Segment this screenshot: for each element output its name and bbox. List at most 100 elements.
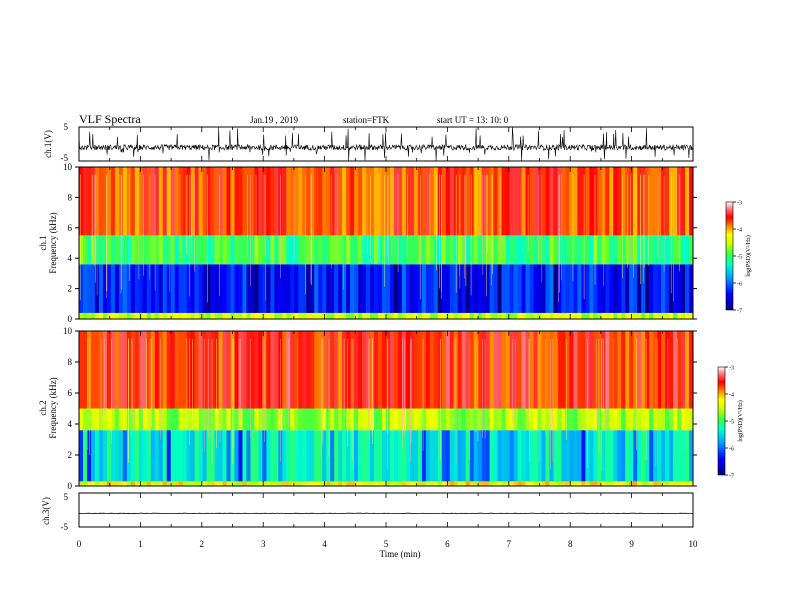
spectrogram-cell: [366, 481, 371, 486]
spectrogram-cell: [79, 235, 84, 265]
spectrogram-cell: [429, 481, 435, 486]
spectrogram-cell: [386, 430, 391, 482]
spectrogram-cell: [501, 331, 506, 409]
spectrogram-cell: [569, 264, 574, 313]
spectrogram-cell: [258, 312, 263, 319]
spectrogram-cell: [441, 331, 447, 409]
spectrogram-cell: [326, 430, 331, 482]
spectrogram-cell: [617, 408, 622, 431]
spectrogram-cell: [497, 430, 502, 482]
spectrogram-cell: [326, 264, 331, 313]
spectrogram-cell: [138, 264, 144, 313]
spectrogram-cell: [350, 264, 355, 313]
spectrogram-cell: [505, 408, 510, 431]
spectrogram-cell: [525, 312, 530, 319]
ch1-ytick-label: 4: [68, 253, 73, 263]
spectrogram-cell: [549, 481, 554, 486]
spectrogram-cell: [613, 235, 618, 265]
spectrogram-cell: [114, 264, 120, 313]
spectrogram-cell: [429, 408, 435, 431]
spectrogram-cell: [621, 167, 626, 236]
spectrogram-cell: [521, 264, 526, 313]
spectrogram-cell: [449, 331, 455, 409]
spectrogram-cell: [521, 312, 526, 319]
spectrogram-cell: [537, 408, 542, 431]
spectrogram-cell: [246, 167, 251, 236]
spectrogram-cell: [661, 430, 666, 482]
spectrogram-cell: [485, 408, 490, 431]
spectrogram-cell: [465, 481, 471, 486]
spectrogram-cell: [445, 264, 451, 313]
spectrogram-cell: [429, 331, 435, 409]
spectrogram-cell: [609, 235, 614, 265]
spectrogram-cell: [417, 235, 423, 265]
spectrogram-cell: [174, 235, 179, 265]
spectrogram-cell: [437, 167, 443, 236]
spectrogram-cell: [242, 264, 247, 313]
spectrogram-cell: [174, 264, 179, 313]
spectrogram-cell: [106, 264, 112, 313]
spectrogram-cell: [437, 312, 443, 319]
spectrogram-cell: [461, 408, 467, 431]
spectrogram-cell: [90, 481, 96, 486]
spectrogram-cell: [290, 331, 295, 409]
spectrogram-cell: [469, 331, 475, 409]
spectrogram-cell: [597, 264, 602, 313]
spectrogram-cell: [110, 430, 116, 482]
spectrogram-cell: [433, 167, 439, 236]
spectrogram-cell: [417, 408, 423, 431]
spectrogram-cell: [589, 167, 594, 236]
x-tick-label: 4: [322, 539, 327, 549]
spectrogram-cell: [314, 312, 319, 319]
spectrogram-cell: [537, 264, 542, 313]
spectrogram-cell: [234, 264, 239, 313]
spectrogram-cell: [629, 235, 634, 265]
spectrogram-cell: [621, 312, 626, 319]
spectrogram-cell: [306, 167, 311, 236]
spectrogram-cell: [509, 481, 514, 486]
spectrogram-cell: [194, 264, 199, 313]
spectrogram-cell: [262, 312, 267, 319]
spectrogram-cell: [633, 331, 638, 409]
spectrogram-cell: [645, 481, 650, 486]
spectrogram-cell: [106, 408, 112, 431]
spectrogram-cell: [294, 167, 299, 236]
spectrogram-cell: [270, 430, 275, 482]
spectrogram-cell: [581, 331, 586, 409]
spectrogram-cell: [130, 312, 136, 319]
spectrogram-cell: [270, 264, 275, 313]
spectrogram-cell: [637, 331, 642, 409]
spectrogram-cell: [573, 312, 578, 319]
spectrogram-cell: [581, 312, 586, 319]
spectrogram-cell: [362, 481, 367, 486]
spectrogram-cell: [98, 430, 104, 482]
spectrogram-cell: [382, 264, 387, 313]
spectrogram-cell: [154, 264, 160, 313]
spectrogram-cell: [166, 167, 171, 236]
spectrogram-cell: [122, 430, 128, 482]
spectrogram-cell: [685, 331, 690, 409]
spectrogram-cell: [218, 312, 223, 319]
spectrogram-cell: [90, 235, 96, 265]
spectrogram-cell: [413, 167, 419, 236]
spectrogram-cell: [378, 167, 383, 236]
spectrogram-cell: [90, 264, 96, 313]
spectrogram-cell: [645, 312, 650, 319]
spectrogram-cell: [501, 430, 506, 482]
spectrogram-cell: [202, 481, 207, 486]
spectrogram-cell: [270, 312, 275, 319]
spectrogram-cell: [665, 481, 670, 486]
colorbar-tick-label: -5: [729, 420, 734, 426]
spectrogram-cell: [397, 312, 403, 319]
spectrogram-cell: [597, 235, 602, 265]
spectrogram-cell: [134, 430, 140, 482]
spectrogram-cell: [633, 235, 638, 265]
spectrogram-cell: [178, 430, 183, 482]
spectrogram-cell: [469, 264, 475, 313]
spectrogram-cell: [645, 430, 650, 482]
spectrogram-cell: [266, 430, 271, 482]
spectrogram-cell: [98, 264, 104, 313]
spectrogram-cell: [657, 312, 662, 319]
spectrogram-cell: [274, 408, 279, 431]
spectrogram-cell: [226, 235, 231, 265]
